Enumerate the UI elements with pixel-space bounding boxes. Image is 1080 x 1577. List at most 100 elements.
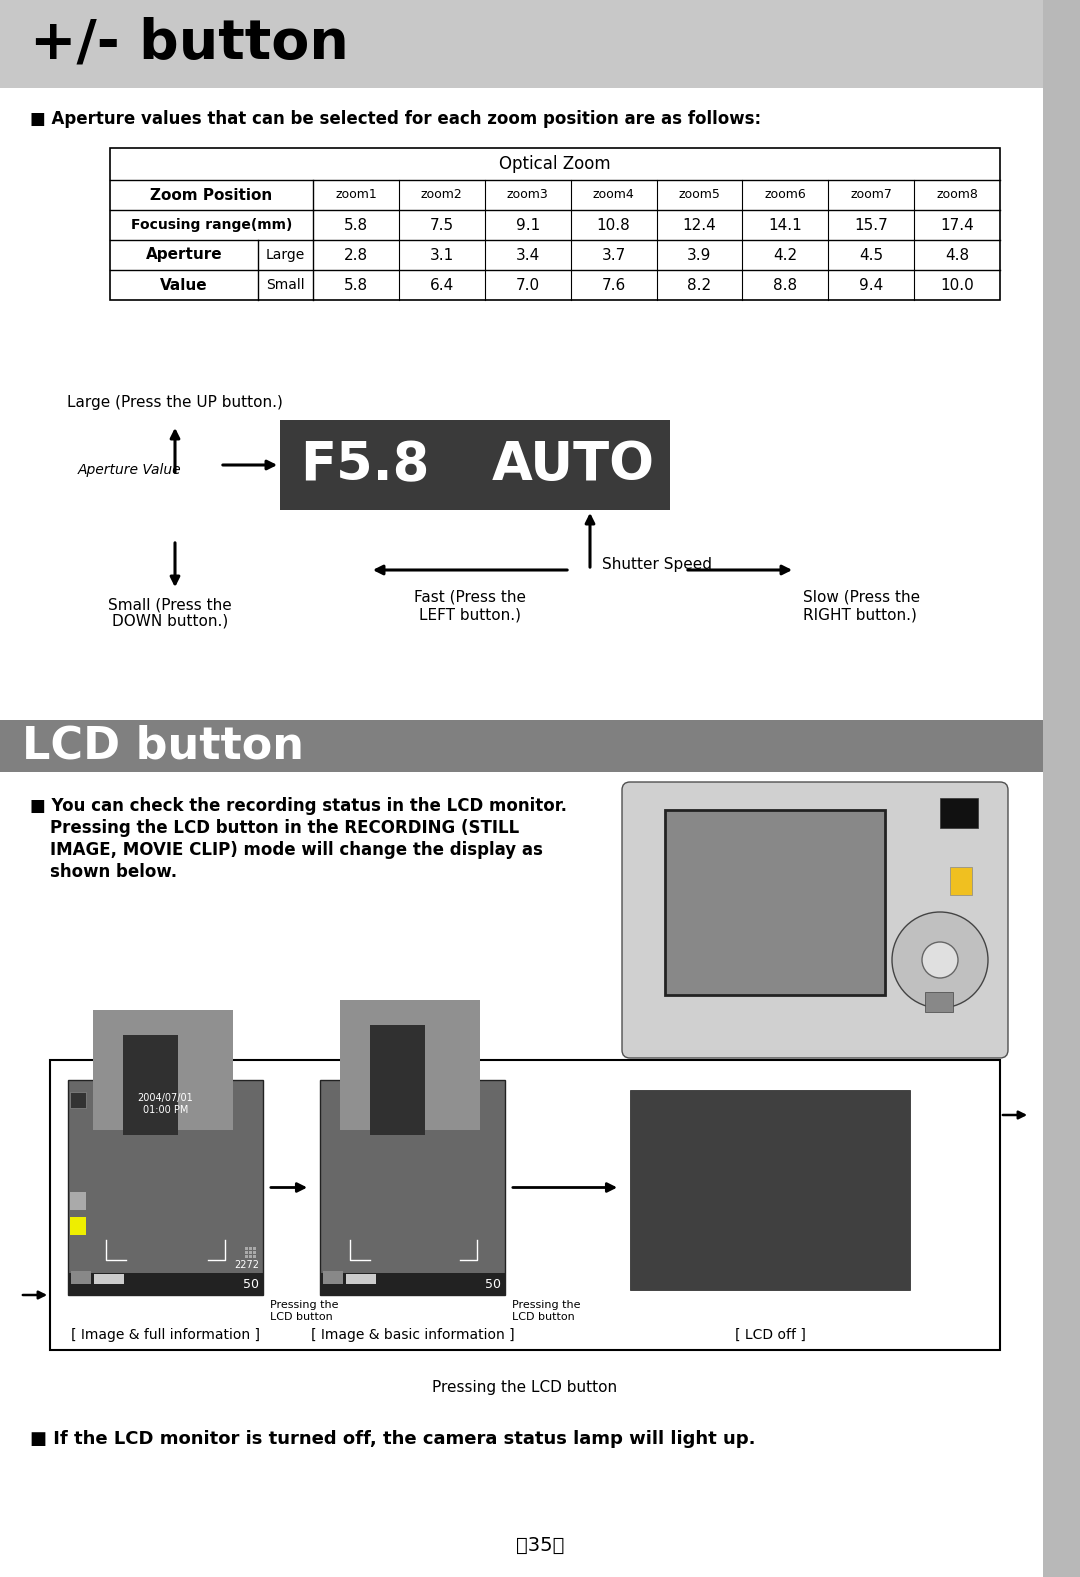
Bar bbox=[249, 1251, 252, 1254]
Text: LCD button: LCD button bbox=[512, 1312, 575, 1322]
Text: zoom6: zoom6 bbox=[765, 189, 806, 202]
Bar bbox=[320, 1273, 505, 1295]
Text: zoom7: zoom7 bbox=[850, 189, 892, 202]
Text: Large: Large bbox=[266, 248, 306, 262]
Bar bbox=[370, 1025, 426, 1135]
Text: 2272: 2272 bbox=[234, 1260, 259, 1269]
Bar bbox=[1043, 0, 1080, 1577]
Text: 3.9: 3.9 bbox=[687, 248, 712, 262]
Bar bbox=[940, 798, 978, 828]
Bar bbox=[950, 867, 972, 896]
Bar bbox=[0, 0, 1043, 88]
Text: Large (Press the UP button.): Large (Press the UP button.) bbox=[67, 394, 283, 410]
Text: LCD button: LCD button bbox=[22, 724, 303, 768]
Bar bbox=[253, 1247, 256, 1251]
FancyBboxPatch shape bbox=[622, 782, 1008, 1058]
Bar bbox=[70, 1192, 86, 1210]
Text: LCD button: LCD button bbox=[270, 1312, 333, 1322]
Text: DOWN button.): DOWN button.) bbox=[112, 613, 228, 629]
Text: 6.4: 6.4 bbox=[430, 278, 454, 292]
Text: Small (Press the: Small (Press the bbox=[108, 598, 232, 613]
Bar bbox=[249, 1255, 252, 1258]
Bar bbox=[253, 1255, 256, 1258]
Bar bbox=[245, 1251, 248, 1254]
Text: IMAGE, MOVIE CLIP) mode will change the display as: IMAGE, MOVIE CLIP) mode will change the … bbox=[50, 841, 543, 859]
Bar bbox=[346, 1274, 376, 1284]
Text: Fast (Press the: Fast (Press the bbox=[414, 590, 526, 606]
Text: 7.5: 7.5 bbox=[430, 218, 454, 232]
Bar bbox=[70, 1217, 86, 1235]
Text: 10.8: 10.8 bbox=[596, 218, 631, 232]
Text: 2004/07/01: 2004/07/01 bbox=[137, 1093, 193, 1102]
Bar bbox=[245, 1247, 248, 1251]
Bar bbox=[340, 1000, 480, 1131]
Text: 50: 50 bbox=[485, 1277, 501, 1290]
Text: 4.2: 4.2 bbox=[773, 248, 797, 262]
Text: Zoom Position: Zoom Position bbox=[150, 188, 272, 202]
Text: 7.0: 7.0 bbox=[515, 278, 540, 292]
Text: F5.8: F5.8 bbox=[300, 438, 430, 490]
Text: 8.8: 8.8 bbox=[773, 278, 797, 292]
Bar bbox=[320, 1080, 505, 1295]
Text: 3.4: 3.4 bbox=[515, 248, 540, 262]
Bar bbox=[245, 1255, 248, 1258]
Text: 01:00 PM: 01:00 PM bbox=[143, 1105, 188, 1115]
Text: ■ You can check the recording status in the LCD monitor.: ■ You can check the recording status in … bbox=[30, 796, 567, 815]
Text: [ Image & full information ]: [ Image & full information ] bbox=[71, 1328, 260, 1342]
Bar bbox=[280, 419, 670, 509]
Text: Pressing the: Pressing the bbox=[512, 1299, 581, 1310]
Text: zoom3: zoom3 bbox=[507, 189, 549, 202]
Bar bbox=[323, 1271, 343, 1284]
Bar bbox=[110, 148, 1000, 300]
Text: Pressing the: Pressing the bbox=[270, 1299, 338, 1310]
Text: 2.8: 2.8 bbox=[343, 248, 368, 262]
Text: 4.5: 4.5 bbox=[859, 248, 883, 262]
Text: AUTO: AUTO bbox=[492, 438, 654, 490]
Text: Pressing the LCD button: Pressing the LCD button bbox=[432, 1380, 618, 1396]
Text: 15.7: 15.7 bbox=[854, 218, 888, 232]
Bar bbox=[249, 1247, 252, 1251]
Text: 7.6: 7.6 bbox=[602, 278, 625, 292]
Text: ■ If the LCD monitor is turned off, the camera status lamp will light up.: ■ If the LCD monitor is turned off, the … bbox=[30, 1430, 756, 1448]
Bar bbox=[93, 1009, 233, 1131]
Text: Shutter Speed: Shutter Speed bbox=[602, 558, 712, 572]
Bar bbox=[68, 1080, 264, 1295]
Text: zoom5: zoom5 bbox=[678, 189, 720, 202]
Text: 3.7: 3.7 bbox=[602, 248, 625, 262]
Text: 4.8: 4.8 bbox=[945, 248, 969, 262]
Text: zoom4: zoom4 bbox=[593, 189, 634, 202]
Bar bbox=[924, 992, 953, 1012]
Bar bbox=[71, 1271, 91, 1284]
Text: RIGHT button.): RIGHT button.) bbox=[804, 607, 917, 621]
Text: Pressing the LCD button in the RECORDING (STILL: Pressing the LCD button in the RECORDING… bbox=[50, 818, 519, 837]
Bar bbox=[94, 1274, 124, 1284]
Text: 14.1: 14.1 bbox=[769, 218, 802, 232]
Bar bbox=[0, 721, 1043, 773]
Text: 50: 50 bbox=[243, 1277, 259, 1290]
Text: ■ Aperture values that can be selected for each zoom position are as follows:: ■ Aperture values that can be selected f… bbox=[30, 110, 761, 128]
Text: zoom1: zoom1 bbox=[335, 189, 377, 202]
Text: [ Image & basic information ]: [ Image & basic information ] bbox=[311, 1328, 514, 1342]
Text: [ LCD off ]: [ LCD off ] bbox=[734, 1328, 806, 1342]
Bar bbox=[630, 1090, 910, 1290]
Text: 9.1: 9.1 bbox=[515, 218, 540, 232]
Text: 8.2: 8.2 bbox=[687, 278, 712, 292]
Text: 17.4: 17.4 bbox=[941, 218, 974, 232]
Text: 10.0: 10.0 bbox=[941, 278, 974, 292]
Bar bbox=[253, 1251, 256, 1254]
Text: Aperture Value: Aperture Value bbox=[78, 464, 181, 476]
Circle shape bbox=[922, 941, 958, 978]
Text: Optical Zoom: Optical Zoom bbox=[499, 155, 611, 173]
Bar bbox=[50, 1060, 1000, 1350]
Text: 12.4: 12.4 bbox=[683, 218, 716, 232]
Text: 5.8: 5.8 bbox=[343, 218, 368, 232]
Text: 〈35〉: 〈35〉 bbox=[516, 1536, 564, 1555]
Text: 3.1: 3.1 bbox=[430, 248, 454, 262]
Text: Slow (Press the: Slow (Press the bbox=[804, 590, 920, 606]
Text: zoom2: zoom2 bbox=[421, 189, 462, 202]
Text: Value: Value bbox=[160, 278, 207, 292]
Text: +/- button: +/- button bbox=[30, 17, 349, 71]
Text: 9.4: 9.4 bbox=[859, 278, 883, 292]
Bar bbox=[123, 1035, 178, 1135]
Text: Focusing range(mm): Focusing range(mm) bbox=[131, 218, 293, 232]
